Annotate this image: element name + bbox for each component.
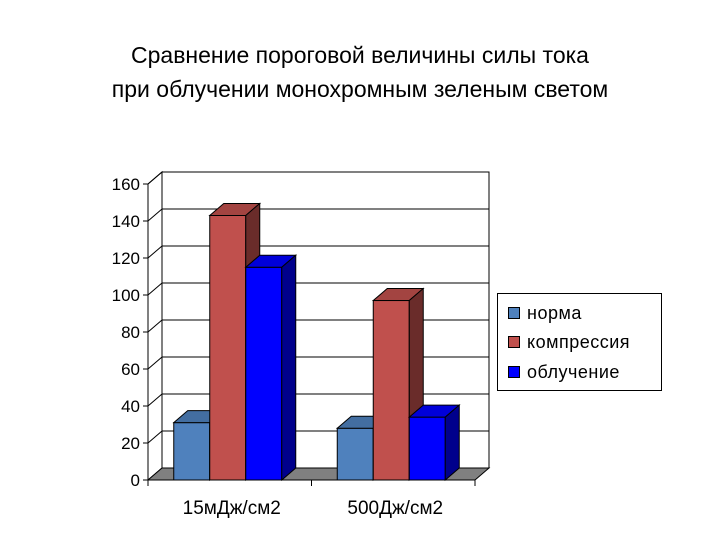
legend-swatch-norma	[508, 307, 520, 319]
y-tick-label: 160	[112, 175, 140, 194]
y-tick-label: 60	[121, 360, 140, 379]
chart-legend: норма компрессия облучение	[497, 293, 662, 391]
y-tick-label: 140	[112, 212, 140, 231]
y-tick-label: 0	[131, 471, 140, 490]
x-tick-label: 500Дж/см2	[347, 498, 443, 519]
chart-title: Сравнение пороговой величины силы тока п…	[0, 38, 720, 106]
y-tick-label: 120	[112, 249, 140, 268]
y-tick-label: 20	[121, 434, 140, 453]
legend-item-norma: норма	[508, 300, 582, 326]
legend-swatch-obluchenie	[508, 366, 520, 378]
legend-swatch-kompressiya	[508, 336, 520, 348]
legend-item-kompressiya: компрессия	[508, 329, 630, 355]
bar-норма-15мДж/см2	[173, 422, 211, 481]
legend-label-kompressiya: компрессия	[527, 331, 631, 352]
bar-облучение-500Дж/см2	[408, 416, 446, 481]
x-tick-label: 15мДж/см2	[183, 498, 281, 519]
bar-облучение-15мДж/см2	[245, 266, 283, 481]
gridline	[147, 208, 489, 222]
bar-компрессия-500Дж/см2	[372, 300, 410, 481]
bar-норма-500Дж/см2	[336, 427, 374, 481]
bar-side-облучение-15мДж/см2	[281, 254, 297, 482]
bar-компрессия-15мДж/см2	[209, 214, 247, 481]
chart-title-line-2: при облучении монохромным зеленым светом	[111, 76, 609, 102]
gridline	[147, 245, 489, 259]
y-tick-label: 80	[121, 323, 140, 342]
y-tick-label: 40	[121, 397, 140, 416]
gridline	[147, 171, 489, 185]
y-tick-label: 100	[112, 286, 140, 305]
gridline	[147, 282, 489, 296]
chart-title-line-1: Сравнение пороговой величины силы тока	[131, 42, 589, 68]
legend-label-obluchenie: облучение	[527, 361, 620, 382]
bar-side-облучение-500Дж/см2	[444, 404, 460, 482]
legend-item-obluchenie: облучение	[508, 359, 620, 385]
legend-label-norma: норма	[527, 302, 582, 323]
